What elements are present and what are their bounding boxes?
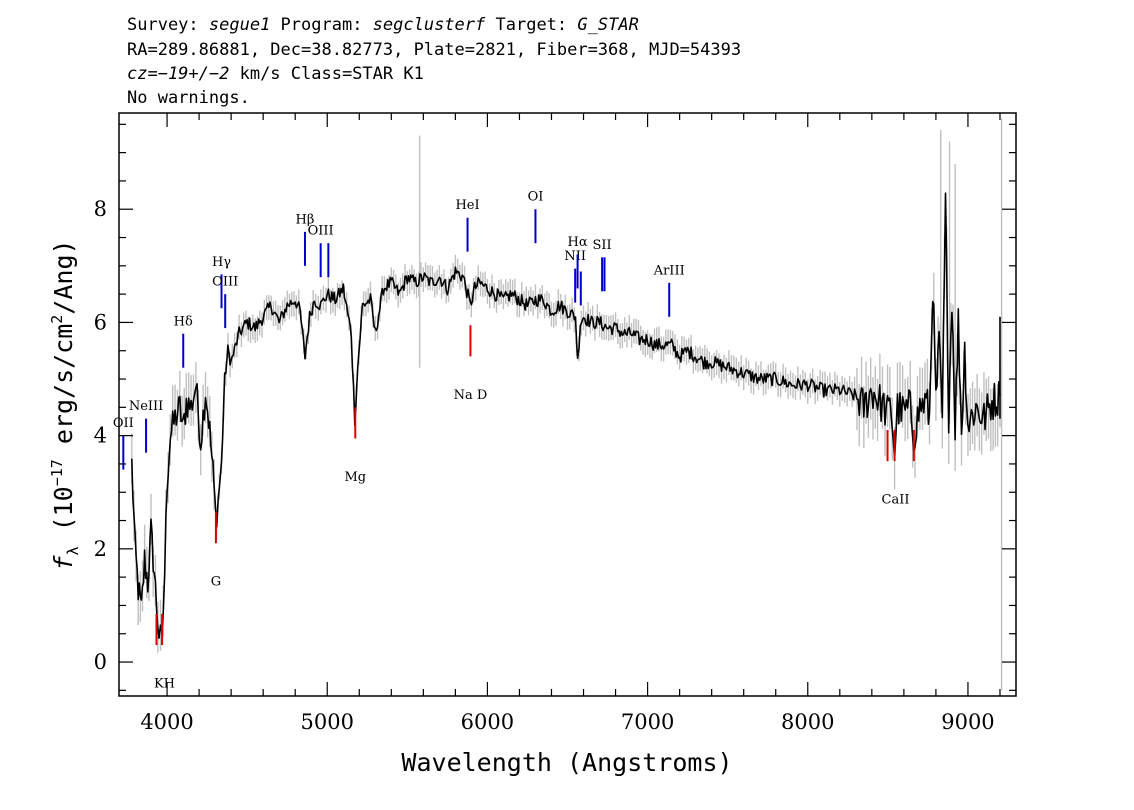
emission-line-label: OIII [212, 275, 238, 290]
y-title-sq: 2 [48, 315, 66, 324]
header-line-3: cz=−19+/−2 km/s Class=STAR K1 [127, 64, 424, 84]
y-tick-label: 0 [94, 650, 107, 674]
x-tick-label: 6000 [461, 710, 514, 734]
absorption-line-label: Mg [344, 470, 366, 485]
y-title-end: /Ang) [49, 239, 78, 314]
y-tick-label: 2 [94, 537, 107, 561]
x-axis-title: Wavelength (Angstroms) [401, 748, 732, 777]
survey-label: Survey: [127, 15, 209, 35]
emission-line-label: NeIII [129, 399, 163, 414]
y-title-lambda: λ [64, 546, 82, 555]
emission-line-label: Hα [568, 235, 588, 250]
absorption-line-label: Na D [454, 388, 488, 403]
emission-line-label: SII [593, 238, 612, 253]
redshift-value: cz=−19+/−2 [127, 64, 229, 84]
emission-line-label: Hβ [296, 212, 315, 227]
target-label: Target: [485, 15, 577, 35]
plot-frame [118, 112, 1017, 697]
y-title-exp: −17 [48, 459, 66, 486]
absorption-line-label: KH [154, 677, 175, 692]
emission-line-label: HeI [455, 198, 479, 213]
y-title-mid: erg/s/cm [49, 324, 78, 459]
axis-ticks [119, 113, 1016, 696]
program-label: Program: [270, 15, 372, 35]
survey-value: segue1 [209, 15, 270, 35]
header-line-4: No warnings. [127, 88, 250, 108]
emission-line-label: OI [528, 190, 544, 205]
y-title-open: (10 [49, 486, 78, 546]
absorption-line-label: G [211, 575, 221, 590]
y-tick-label: 8 [94, 197, 107, 221]
target-value: G_STAR [577, 15, 638, 35]
x-tick-label: 8000 [781, 710, 834, 734]
x-tick-label: 4000 [140, 710, 193, 734]
program-value: segclusterf [373, 15, 486, 35]
class-text: km/s Class=STAR K1 [229, 64, 423, 84]
y-title-f: f [49, 555, 78, 571]
emission-line-label: Hγ [212, 255, 231, 270]
emission-line-label: Hδ [174, 314, 193, 329]
flux-layer [131, 192, 1001, 640]
flux-series [131, 192, 1001, 640]
y-axis-title: fλ (10−17 erg/s/cm2/Ang) [48, 239, 82, 570]
emission-line-label: NII [564, 249, 586, 264]
header-line-2: RA=289.86881, Dec=38.82773, Plate=2821, … [127, 40, 741, 60]
error-band [131, 118, 1003, 691]
x-tick-label: 9000 [941, 710, 994, 734]
emission-line-label: ArIII [653, 263, 685, 278]
absorption-line-label: CaII [882, 493, 910, 508]
y-tick-label: 6 [94, 310, 107, 334]
header-line-1: Survey: segue1 Program: segclusterf Targ… [127, 15, 639, 35]
emission-line-label: OIII [308, 224, 334, 239]
x-tick-label: 5000 [301, 710, 354, 734]
x-tick-label: 7000 [621, 710, 674, 734]
y-tick-label: 4 [94, 424, 107, 448]
emission-line-label: OII [113, 416, 134, 431]
tick-labels: 4000 5000 6000 7000 8000 9000 0 2 4 6 8 [94, 197, 995, 734]
